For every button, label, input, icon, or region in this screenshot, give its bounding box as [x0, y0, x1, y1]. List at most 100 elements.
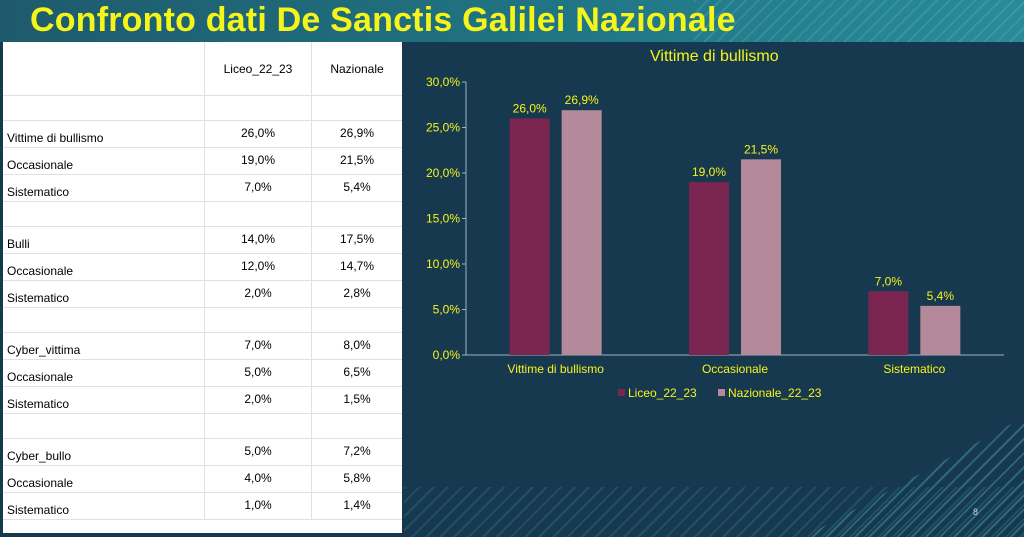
y-tick-label: 30,0% [426, 75, 460, 89]
table-row: Sistematico 2,0% 1,5% [3, 386, 402, 414]
y-tick-label: 20,0% [426, 166, 460, 180]
table-spacer-cell [311, 307, 402, 333]
liceo-value: 14,0% [204, 226, 312, 254]
data-label: 19,0% [692, 165, 726, 179]
table-body: Vittime di bullismo 26,0% 26,9% Occasionale… [3, 95, 402, 520]
table-row: Cyber_vittima 7,0% 8,0% [3, 332, 402, 360]
table-header-row: Liceo_22_23 Nazionale [3, 42, 402, 96]
x-tick-label: Sistematico [883, 362, 945, 376]
row-label: Sistematico [3, 280, 205, 308]
bar-nazionale [920, 305, 961, 355]
table-row: Sistematico 1,0% 1,4% [3, 492, 402, 520]
bar-liceo [868, 291, 909, 355]
liceo-value: 4,0% [204, 465, 312, 493]
liceo-value: 5,0% [204, 359, 312, 387]
table-spacer-cell [311, 95, 402, 121]
nazionale-value: 8,0% [311, 332, 402, 360]
y-tick-label: 10,0% [426, 257, 460, 271]
liceo-value: 7,0% [204, 174, 312, 202]
row-label: Occasionale [3, 359, 205, 387]
page-number: 8 [973, 507, 979, 517]
x-tick-label: Vittime di bullismo [507, 362, 604, 376]
table-row: Occasionale 19,0% 21,5% [3, 147, 402, 175]
legend-label: Nazionale_22_23 [728, 386, 822, 400]
slide-title: Confronto dati De Sanctis Galilei Nazion… [30, 1, 736, 39]
row-label: Cyber_bullo [3, 438, 205, 466]
liceo-value: 19,0% [204, 147, 312, 175]
row-label: Sistematico [3, 386, 205, 414]
table-spacer-cell [3, 95, 205, 121]
data-label: 5,4% [927, 289, 955, 303]
header-band [0, 0, 1024, 42]
row-label: Sistematico [3, 174, 205, 202]
nazionale-value: 21,5% [311, 147, 402, 175]
row-label: Occasionale [3, 253, 205, 281]
data-label: 26,9% [565, 93, 599, 107]
bar-chart: 0,0% 5,0% 10,0% 15,0% 20,0% 25,0% 30,0% 26,0% 26… [426, 75, 1004, 400]
liceo-value: 7,0% [204, 332, 312, 360]
bar-nazionale [561, 110, 602, 356]
legend-label: Liceo_22_23 [628, 386, 697, 400]
nazionale-value: 2,8% [311, 280, 402, 308]
table-header-nazionale: Nazionale [311, 42, 402, 96]
table-spacer-cell [3, 201, 205, 227]
liceo-value: 1,0% [204, 492, 312, 520]
table-row: Occasionale 4,0% 5,8% [3, 465, 402, 493]
table-header-label [3, 42, 205, 96]
legend-swatch [618, 389, 625, 396]
decorative-stripes-top [694, 0, 1024, 42]
bar-nazionale [741, 159, 781, 355]
row-label: Cyber_vittima [3, 332, 205, 360]
decorative-band-bottom [404, 487, 1024, 537]
table-row: Cyber_bullo 5,0% 7,2% [3, 438, 402, 466]
x-tick-label: Occasionale [702, 362, 768, 376]
nazionale-value: 1,4% [311, 492, 402, 520]
bar-liceo [509, 118, 550, 356]
table-spacer-row [3, 95, 402, 121]
chart-panel: Vittime di bullismo 0,0% 5,0% 10,0% 15,0% 20… [404, 42, 1024, 487]
liceo-value: 26,0% [204, 120, 312, 148]
chart-title: Vittime di bullismo [650, 48, 779, 65]
table-spacer-cell [204, 201, 312, 227]
liceo-value: 2,0% [204, 386, 312, 414]
nazionale-value: 7,2% [311, 438, 402, 466]
nazionale-value: 1,5% [311, 386, 402, 414]
liceo-value: 5,0% [204, 438, 312, 466]
nazionale-value: 5,4% [311, 174, 402, 202]
comparison-table-panel: Liceo_22_23 Nazionale Vittime di bullism… [3, 42, 402, 533]
table-row: Vittime di bullismo 26,0% 26,9% [3, 120, 402, 148]
table-spacer-cell [311, 413, 402, 439]
liceo-value: 12,0% [204, 253, 312, 281]
y-tick-label: 5,0% [433, 303, 461, 317]
comparison-table: Liceo_22_23 Nazionale Vittime di bullism… [3, 42, 402, 520]
table-spacer-row [3, 413, 402, 439]
table-spacer-cell [204, 95, 312, 121]
data-label: 7,0% [875, 274, 903, 288]
nazionale-value: 6,5% [311, 359, 402, 387]
data-label: 26,0% [513, 101, 547, 115]
row-label: Occasionale [3, 147, 205, 175]
table-spacer-cell [204, 307, 312, 333]
nazionale-value: 14,7% [311, 253, 402, 281]
table-row: Occasionale 5,0% 6,5% [3, 359, 402, 387]
y-tick-label: 15,0% [426, 212, 460, 226]
bar-liceo [689, 182, 729, 355]
table-spacer-cell [204, 413, 312, 439]
row-label: Bulli [3, 226, 205, 254]
data-label: 21,5% [744, 142, 778, 156]
table-spacer-cell [3, 307, 205, 333]
table-spacer-cell [3, 413, 205, 439]
table-spacer-cell [311, 201, 402, 227]
table-spacer-row [3, 201, 402, 227]
legend-swatch [718, 389, 725, 396]
table-header-liceo: Liceo_22_23 [204, 42, 312, 96]
row-label: Vittime di bullismo [3, 120, 205, 148]
table-row: Occasionale 12,0% 14,7% [3, 253, 402, 281]
table-spacer-row [3, 307, 402, 333]
row-label: Sistematico [3, 492, 205, 520]
nazionale-value: 17,5% [311, 226, 402, 254]
y-tick-label: 0,0% [433, 348, 461, 362]
table-row: Bulli 14,0% 17,5% [3, 226, 402, 254]
nazionale-value: 26,9% [311, 120, 402, 148]
nazionale-value: 5,8% [311, 465, 402, 493]
